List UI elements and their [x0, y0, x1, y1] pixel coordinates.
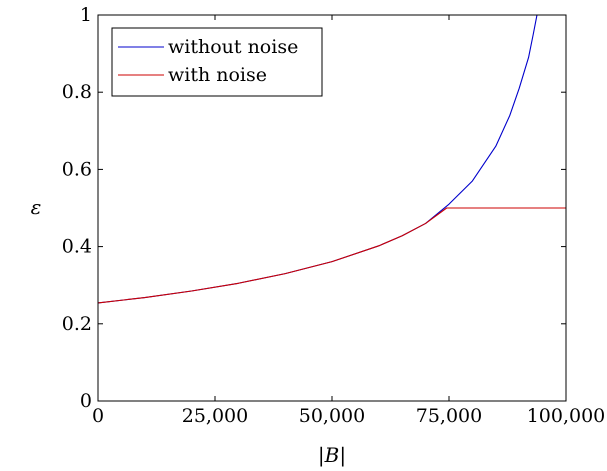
y-axis: 0 0.2 0.4 0.6 0.8 1 [62, 4, 566, 412]
legend: without noise with noise [111, 27, 323, 97]
legend-entry-1: without noise [168, 36, 298, 58]
x-tick-label: 100,000 [527, 405, 606, 427]
x-tick-label: 75,000 [416, 405, 482, 427]
legend-box [111, 27, 323, 97]
y-tick-label: 0.2 [62, 313, 92, 335]
y-tick-label: 0.4 [62, 236, 92, 258]
y-tick-label: 1 [80, 4, 92, 26]
y-axis-label: ε [31, 195, 42, 219]
series-layer [97, 14, 566, 304]
y-tick-label: 0 [80, 390, 92, 412]
y-tick-label: 0.8 [62, 81, 92, 103]
x-axis: 0 25,000 50,000 75,000 100,000 [92, 15, 605, 427]
x-tick-label: 50,000 [299, 405, 365, 427]
series-line-2 [97, 207, 566, 304]
x-tick-label: 0 [92, 405, 104, 427]
x-axis-label: |B| [318, 443, 346, 468]
y-tick-label: 0.6 [62, 158, 92, 180]
x-tick-label: 25,000 [182, 405, 248, 427]
legend-entry-2: with noise [168, 64, 267, 86]
